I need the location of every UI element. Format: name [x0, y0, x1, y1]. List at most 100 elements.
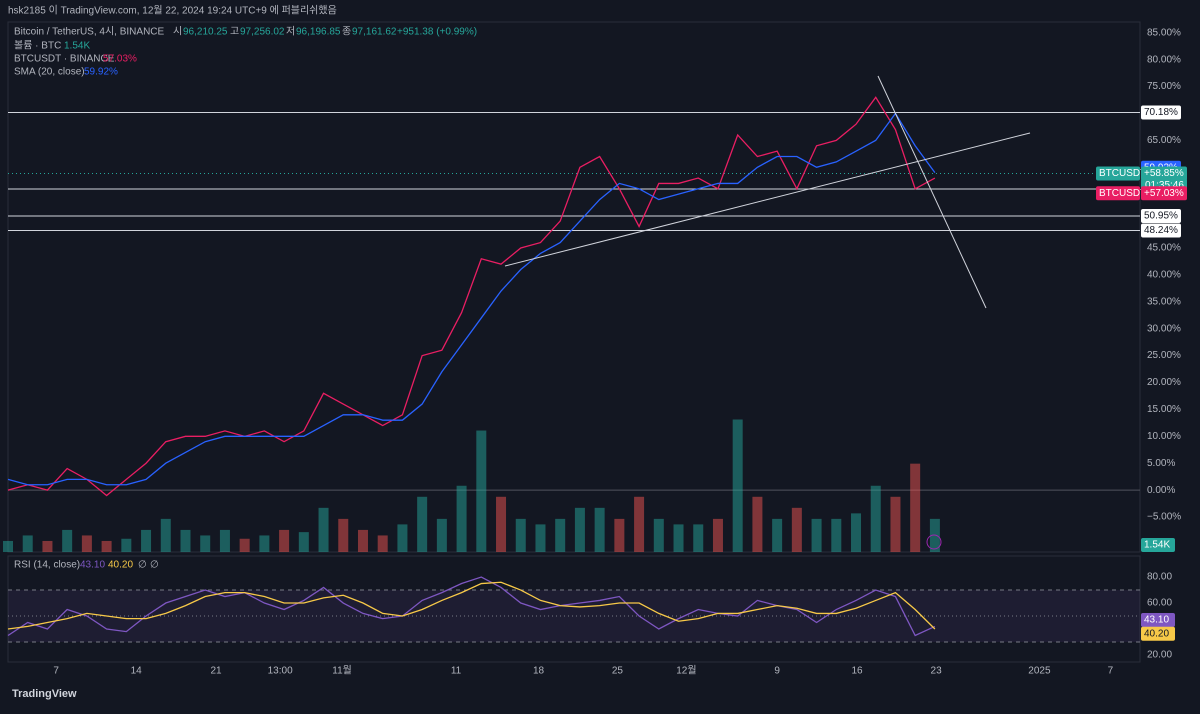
level-label: 50.95% — [1144, 211, 1178, 222]
x-tick-label: 23 — [931, 666, 943, 677]
y-tick-label: 15.00% — [1147, 404, 1181, 415]
y-tick-label: 40.00% — [1147, 270, 1181, 281]
rsi-extra: ∅ — [138, 560, 147, 571]
volume-bar — [357, 529, 368, 552]
compare-name-bg — [1096, 186, 1140, 201]
volume-bar — [476, 430, 487, 552]
volume-bar — [732, 419, 743, 552]
volume-bar — [219, 529, 230, 552]
volume-value: 1.54K — [64, 41, 90, 52]
logo: TradingView — [12, 688, 77, 700]
volume-bar — [910, 463, 921, 552]
volume-last-bg — [1141, 538, 1175, 552]
x-tick-label: 16 — [851, 666, 863, 677]
rsi: RSI (14, close) — [14, 560, 80, 571]
volume-bar — [772, 518, 783, 552]
symbol: Bitcoin / TetherUS, 4시, BINANCE — [14, 26, 165, 38]
volume-bar — [752, 496, 763, 552]
sma-value: 59.92% — [84, 67, 118, 78]
y-tick-label: 20.00% — [1147, 377, 1181, 388]
volume-bar — [870, 485, 881, 552]
volume-bar — [121, 538, 132, 552]
trend-line — [504, 132, 1031, 267]
compare-label-bg — [1141, 186, 1187, 201]
c: 97,161.62 — [352, 27, 397, 38]
volume-bar — [673, 524, 684, 552]
change: +951.38 (+0.99%) — [397, 27, 477, 38]
last-label: +58.85% — [1144, 168, 1184, 179]
x-tick-label: 21 — [210, 666, 222, 677]
countdown: 01:35:46 — [1145, 180, 1184, 191]
volume-bar — [318, 507, 329, 552]
x-tick-label: 2025 — [1028, 666, 1051, 677]
series-line — [7, 581, 936, 630]
y-tick-label: 85.00% — [1147, 27, 1181, 38]
main-pane — [7, 21, 1141, 553]
volume-bar — [22, 535, 33, 552]
rsi-last: 40.20 — [1144, 628, 1169, 639]
sma: SMA (20, close) — [14, 67, 85, 78]
volume-bar — [712, 518, 723, 552]
y-tick-label: 45.00% — [1147, 243, 1181, 254]
y-tick-label: 5.00% — [1147, 458, 1175, 469]
trend-line — [877, 75, 987, 309]
legend: Bitcoin / TetherUS, 4시, BINANCE 시 96,210… — [14, 26, 477, 571]
y-tick-label: 10.00% — [1147, 431, 1181, 442]
volume-bar — [535, 524, 546, 552]
volume-bar — [851, 513, 862, 552]
y-tick-label: 80.00% — [1147, 54, 1181, 65]
last-label-bg — [1141, 166, 1187, 181]
rsi-band — [8, 590, 1140, 642]
volume-bar — [831, 518, 842, 552]
volume-bar — [62, 529, 73, 552]
h: 97,256.02 — [240, 27, 285, 38]
x-tick-label: 12월 — [676, 665, 696, 677]
level-label: 48.24% — [1144, 225, 1178, 236]
level-label-bg — [1141, 208, 1181, 223]
series-line — [7, 96, 936, 497]
x-tick-label: 14 — [131, 666, 143, 677]
event-icon[interactable] — [926, 534, 942, 550]
compare-name: BTCUSDT — [1099, 188, 1146, 199]
volume-bar — [614, 518, 625, 552]
compare-value: 57.03% — [103, 54, 137, 65]
level-label-bg — [1141, 105, 1181, 120]
x-tick-label: 11 — [451, 666, 462, 677]
x-tick-label: 7 — [53, 666, 59, 677]
level-label: 70.18% — [1144, 107, 1178, 118]
volume-bar — [279, 529, 290, 552]
rsi-last-bg — [1141, 612, 1175, 627]
volume-bar — [811, 518, 822, 552]
x-tick-label: 18 — [533, 666, 545, 677]
volume-bar — [141, 529, 152, 552]
y-tick-label: 35.00% — [1147, 296, 1181, 307]
level-label-bg — [1141, 223, 1181, 238]
c-label: 종 — [342, 26, 351, 38]
rsi-last-bg — [1141, 626, 1175, 641]
volume-bar — [239, 538, 250, 552]
rsi-extra: ∅ — [150, 560, 159, 571]
volume-bar — [496, 496, 507, 552]
x-tick-label: 9 — [774, 666, 780, 677]
volume-bar — [298, 532, 309, 552]
h-label: 고 — [230, 27, 239, 38]
y-tick-label: 30.00% — [1147, 323, 1181, 334]
volume-bar — [200, 535, 211, 552]
volume-bar — [259, 535, 270, 552]
y-tick-label: 0.00% — [1147, 485, 1175, 496]
volume-bar — [436, 518, 447, 552]
rsi-value: 43.10 — [80, 560, 105, 571]
volume-bar — [42, 540, 53, 552]
o-label: 시 — [173, 26, 182, 38]
rsi-tick-label: 80.00 — [1147, 572, 1172, 583]
x-tick-label: 11월 — [332, 665, 352, 677]
volume-bar — [397, 524, 408, 552]
volume-bar — [594, 507, 605, 552]
volume-bar — [417, 496, 428, 552]
x-tick-label: 7 — [1108, 666, 1114, 677]
compare: BTCUSDT · BINANCE — [14, 54, 115, 65]
volume-bar — [377, 535, 388, 552]
volume-bar — [634, 496, 645, 552]
